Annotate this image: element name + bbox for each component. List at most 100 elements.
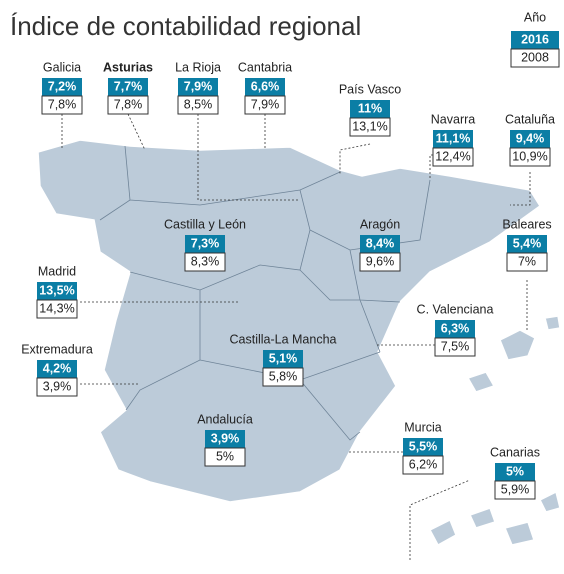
value-2008: 7%: [518, 254, 536, 268]
region-name: Asturias: [103, 60, 153, 74]
value-box-2008: [509, 147, 551, 167]
value-box-2008: [494, 480, 536, 500]
region-name: Canarias: [490, 445, 540, 459]
value-box-2008: [506, 252, 548, 272]
value-box-2016: [185, 235, 225, 253]
value-box-2016: [263, 350, 303, 368]
baleares-island: [499, 329, 536, 361]
region-name: Andalucía: [197, 412, 253, 426]
region-name: C. Valenciana: [417, 302, 494, 316]
value-box-2008: [204, 447, 246, 467]
region-name: Cataluña: [505, 112, 555, 126]
value-box-2016: [350, 100, 390, 118]
value-box-2008: [107, 95, 149, 115]
value-2008: 6,2%: [409, 457, 438, 471]
value-2016: 11%: [358, 101, 382, 115]
value-box-2016: [507, 235, 547, 253]
value-2008: 8,3%: [191, 254, 220, 268]
value-2008: 13,1%: [352, 119, 387, 133]
value-2016: 11,1%: [436, 131, 471, 145]
value-box-2008: [177, 95, 219, 115]
value-box-2008: [434, 337, 476, 357]
value-box-2016: [37, 360, 77, 378]
value-2016: 7,3%: [191, 236, 220, 250]
value-2016: 7,7%: [114, 79, 143, 93]
value-box-2008: [184, 252, 226, 272]
value-2008: 7,8%: [114, 97, 143, 111]
value-2016: 5,5%: [409, 439, 438, 453]
value-box-2016: [495, 463, 535, 481]
value-box-2008: [36, 377, 78, 397]
map: [37, 113, 561, 560]
value-2008: 3,9%: [43, 379, 72, 393]
value-2016: 5%: [506, 464, 524, 478]
canarias-island: [538, 490, 561, 513]
legend-year: 2016: [521, 32, 549, 46]
region-name: Castilla-La Mancha: [230, 332, 337, 346]
value-2008: 12,4%: [435, 149, 470, 163]
value-box-2008: [36, 299, 78, 319]
value-2008: 7,9%: [251, 97, 280, 111]
value-2016: 5,4%: [513, 236, 542, 250]
value-2016: 7,2%: [48, 79, 77, 93]
value-box-2016: [435, 320, 475, 338]
canarias-frame: [409, 479, 471, 560]
value-2008: 7,8%: [48, 97, 77, 111]
value-box-2008: [359, 252, 401, 272]
value-box-2008: [349, 117, 391, 137]
baleares-island: [544, 315, 561, 331]
region-name: Baleares: [502, 217, 551, 231]
value-2016: 6,6%: [251, 79, 280, 93]
value-2008: 14,3%: [39, 301, 74, 315]
value-box-2016: [178, 78, 218, 96]
region-name: Extremadura: [21, 342, 93, 356]
value-2016: 8,4%: [366, 236, 395, 250]
region-name: Galicia: [43, 60, 81, 74]
value-2008: 8,5%: [184, 97, 213, 111]
baleares-island: [466, 371, 496, 393]
value-box-2016: [108, 78, 148, 96]
region-name: Aragón: [360, 217, 400, 231]
region-name: La Rioja: [175, 60, 221, 74]
region-name: Murcia: [404, 420, 442, 434]
value-2008: 5%: [216, 449, 234, 463]
title: Índice de contabilidad regional: [10, 11, 361, 41]
value-2016: 5,1%: [269, 351, 298, 365]
legend-box-2016: [511, 31, 559, 49]
value-2008: 5,8%: [269, 369, 298, 383]
value-2008: 5,9%: [501, 482, 530, 496]
value-2016: 6,3%: [441, 321, 470, 335]
value-2008: 7,5%: [441, 339, 470, 353]
value-box-2016: [37, 282, 77, 300]
legend-box-2008: [510, 48, 560, 68]
value-box-2008: [41, 95, 83, 115]
value-box-2016: [42, 78, 82, 96]
value-2016: 3,9%: [211, 431, 240, 445]
value-box-2008: [262, 367, 304, 387]
value-2016: 13,5%: [39, 283, 74, 297]
value-2016: 7,9%: [184, 79, 213, 93]
value-2016: 4,2%: [43, 361, 72, 375]
value-box-2008: [244, 95, 286, 115]
value-2008: 9,6%: [366, 254, 395, 268]
value-box-2008: [402, 455, 444, 475]
value-box-2016: [360, 235, 400, 253]
value-2016: 9,4%: [516, 131, 545, 145]
canarias-island: [503, 521, 535, 546]
value-box-2016: [205, 430, 245, 448]
spain: [37, 139, 542, 503]
legend-year: 2008: [521, 50, 549, 64]
canarias-island: [468, 507, 496, 529]
region-name: Castilla y León: [164, 217, 246, 231]
region-name: País Vasco: [339, 82, 401, 96]
region-name: Cantabria: [238, 60, 292, 74]
region-name: Navarra: [431, 112, 476, 126]
value-box-2016: [433, 130, 473, 148]
value-box-2016: [403, 438, 443, 456]
leader-lines: [61, 113, 531, 453]
value-2008: 10,9%: [512, 149, 547, 163]
value-box-2016: [245, 78, 285, 96]
value-box-2008: [432, 147, 474, 167]
canarias-island: [428, 518, 457, 547]
